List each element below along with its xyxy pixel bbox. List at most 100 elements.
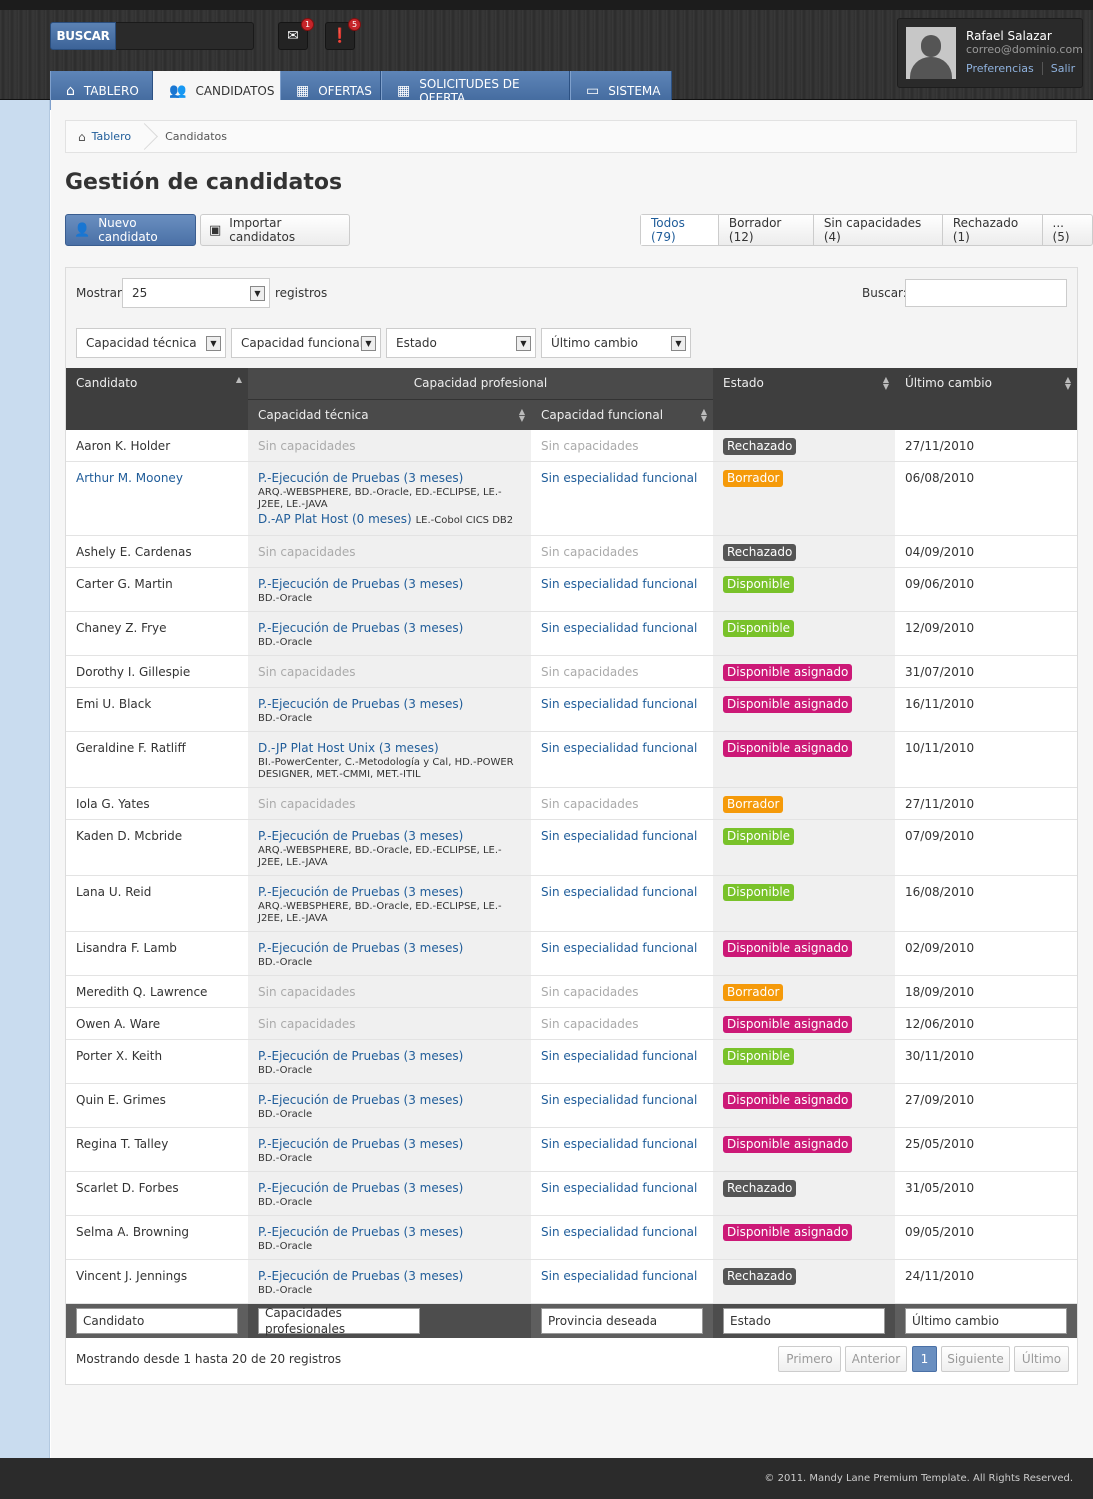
func-capability[interactable]: Sin especialidad funcional [541, 885, 698, 899]
tech-capability-link[interactable]: P.-Ejecución de Pruebas (3 meses) [258, 1225, 464, 1239]
tech-capability-link[interactable]: P.-Ejecución de Pruebas (3 meses) [258, 577, 464, 591]
filter-borrador[interactable]: Borrador (12) [717, 215, 813, 245]
col-header-last-change[interactable]: Último cambio ▲ ▼ [895, 368, 1077, 430]
table-row[interactable]: Dorothy I. Gillespie Sin capacidades Sin c… [66, 655, 1077, 688]
footer-filter-last-change[interactable]: Último cambio [905, 1308, 1067, 1334]
tech-capability-link[interactable]: D.-JP Plat Host Unix (3 meses) [258, 741, 439, 755]
pagination-info: Mostrando desde 1 hasta 20 de 20 registr… [76, 1352, 342, 1366]
filter-sin-capacidades[interactable]: Sin capacidades (4) [812, 215, 942, 245]
status-select[interactable]: Estado ▼ [386, 328, 536, 358]
table-row[interactable]: Vincent J. Jennings P.-Ejecución de Prueb… [66, 1259, 1077, 1304]
table-row[interactable]: Lisandra F. Lamb P.-Ejecución de Pruebas … [66, 931, 1077, 976]
tech-capability-link[interactable]: P.-Ejecución de Pruebas (3 meses) [258, 885, 464, 899]
pagination-last[interactable]: Último [1014, 1346, 1069, 1372]
tech-capability-link[interactable]: P.-Ejecución de Pruebas (3 meses) [258, 1137, 464, 1151]
preferences-link[interactable]: Preferencias [966, 62, 1034, 75]
func-capability[interactable]: Sin especialidad funcional [541, 741, 698, 755]
func-capability[interactable]: Sin especialidad funcional [541, 1049, 698, 1063]
table-row[interactable]: Kaden D. Mcbride P.-Ejecución de Pruebas … [66, 819, 1077, 876]
func-capability[interactable]: Sin especialidad funcional [541, 1181, 698, 1195]
last-change-date: 16/08/2010 [905, 885, 975, 899]
tech-capability-link[interactable]: P.-Ejecución de Pruebas (3 meses) [258, 1049, 464, 1063]
func-capability[interactable]: Sin especialidad funcional [541, 621, 698, 635]
sort-icon: ▲ ▼ [1064, 375, 1071, 391]
tech-capability-link[interactable]: P.-Ejecución de Pruebas (3 meses) [258, 1181, 464, 1195]
alerts-button[interactable]: ❗ 5 [325, 18, 361, 50]
col-header-status[interactable]: Estado ▲ ▼ [713, 368, 895, 430]
tech-skills: BD.-Oracle [258, 1153, 313, 1164]
cell-func: Sin capacidades [531, 535, 713, 568]
footer-filter-candidate[interactable]: Candidato [76, 1308, 238, 1334]
footer-filter-province[interactable]: Provincia deseada [541, 1308, 703, 1334]
func-capability[interactable]: Sin especialidad funcional [541, 1093, 698, 1107]
func-capability-select[interactable]: Capacidad funcional ▼ [231, 328, 381, 358]
func-capability[interactable]: Sin especialidad funcional [541, 577, 698, 591]
sort-icon: ▲ ▼ [882, 375, 889, 391]
tech-capability-link[interactable]: P.-Ejecución de Pruebas (3 meses) [258, 697, 464, 711]
func-capability[interactable]: Sin especialidad funcional [541, 697, 698, 711]
pagination-prev[interactable]: Anterior [845, 1346, 907, 1372]
tech-capability-link[interactable]: P.-Ejecución de Pruebas (3 meses) [258, 621, 464, 635]
col-header-prof-group: Capacidad profesional [248, 368, 713, 400]
func-capability[interactable]: Sin especialidad funcional [541, 471, 698, 485]
page-size-select[interactable]: 25 ▼ [122, 278, 270, 308]
func-capability: Sin capacidades [541, 545, 639, 559]
table-row[interactable]: Lana U. Reid P.-Ejecución de Pruebas (3 m… [66, 875, 1077, 932]
new-candidate-button[interactable]: 👤 Nuevo candidato [65, 214, 196, 246]
pagination-first[interactable]: Primero [778, 1346, 841, 1372]
cell-date: 16/11/2010 [895, 687, 1077, 732]
table-row[interactable]: Porter X. Keith P.-Ejecución de Pruebas (… [66, 1039, 1077, 1084]
table-row[interactable]: Quin E. Grimes P.-Ejecución de Pruebas (3… [66, 1083, 1077, 1128]
pagination-next[interactable]: Siguiente [941, 1346, 1010, 1372]
col-header-tech[interactable]: Capacidad técnica ▲ ▼ [248, 399, 531, 430]
func-capability[interactable]: Sin especialidad funcional [541, 829, 698, 843]
cell-tech: P.-Ejecución de Pruebas (3 meses) ARQ.-WE… [248, 461, 531, 536]
table-row[interactable]: Emi U. Black P.-Ejecución de Pruebas (3 m… [66, 687, 1077, 732]
tech-capability-link[interactable]: P.-Ejecución de Pruebas (3 meses) [258, 1269, 464, 1283]
tech-capability-link[interactable]: P.-Ejecución de Pruebas (3 meses) [258, 1093, 464, 1107]
func-capability[interactable]: Sin especialidad funcional [541, 1225, 698, 1239]
table-row[interactable]: Aaron K. Holder Sin capacidades Sin capaci… [66, 430, 1077, 462]
table-row[interactable]: Selma A. Browning P.-Ejecución de Pruebas… [66, 1215, 1077, 1260]
tech-capability-select[interactable]: Capacidad técnica ▼ [76, 328, 226, 358]
table-row[interactable]: Chaney Z. Frye P.-Ejecución de Pruebas (3… [66, 611, 1077, 656]
pagination-page-1[interactable]: 1 [912, 1346, 937, 1372]
func-capability: Sin capacidades [541, 985, 639, 999]
user-name: Rafael Salazar [966, 29, 1052, 43]
search-button[interactable]: BUSCAR [50, 22, 116, 50]
cell-candidate: Regina T. Talley [66, 1127, 248, 1172]
col-header-candidate[interactable]: Candidato ▲ [66, 368, 248, 430]
tech-capability-link[interactable]: P.-Ejecución de Pruebas (3 meses) [258, 829, 464, 843]
table-row[interactable]: Meredith Q. Lawrence Sin capacidades Sin c… [66, 975, 1077, 1008]
table-row[interactable]: Scarlet D. Forbes P.-Ejecución de Pruebas… [66, 1171, 1077, 1216]
footer-filter-status[interactable]: Estado [723, 1308, 885, 1334]
candidate-name: Quin E. Grimes [76, 1093, 166, 1107]
col-header-func[interactable]: Capacidad funcional ▲ ▼ [531, 399, 713, 430]
filter-more[interactable]: ... (5) [1041, 215, 1092, 245]
table-row[interactable]: Ashely E. Cardenas Sin capacidades Sin cap… [66, 535, 1077, 568]
filter-rechazado[interactable]: Rechazado (1) [941, 215, 1042, 245]
import-candidates-button[interactable]: ▣ Importar candidatos [200, 214, 350, 246]
footer-filter-capabilities[interactable]: Capacidades profesionales [258, 1306, 420, 1336]
tech-capability-link[interactable]: D.-AP Plat Host (0 meses) [258, 512, 412, 526]
last-change-select[interactable]: Último cambio ▼ [541, 328, 691, 358]
func-capability[interactable]: Sin especialidad funcional [541, 1137, 698, 1151]
filter-todos[interactable]: Todos (79) [641, 215, 718, 245]
table-search-input[interactable] [905, 279, 1067, 307]
tech-capability-link[interactable]: P.-Ejecución de Pruebas (3 meses) [258, 471, 464, 485]
table-row[interactable]: Iola G. Yates Sin capacidades Sin capacida… [66, 787, 1077, 820]
table-row[interactable]: Carter G. Martin P.-Ejecución de Pruebas … [66, 567, 1077, 612]
logout-link[interactable]: Salir [1050, 62, 1076, 75]
table-row[interactable]: Regina T. Talley P.-Ejecución de Pruebas … [66, 1127, 1077, 1172]
breadcrumb-home-link[interactable]: Tablero [91, 130, 132, 143]
tech-capability-link[interactable]: P.-Ejecución de Pruebas (3 meses) [258, 941, 464, 955]
header-search-input[interactable] [116, 22, 254, 50]
messages-button[interactable]: ✉ 1 [278, 18, 314, 50]
table-row[interactable]: Arthur M. Mooney P.-Ejecución de Pruebas … [66, 461, 1077, 536]
table-row[interactable]: Owen A. Ware Sin capacidades Sin capacidad… [66, 1007, 1077, 1040]
candidate-name[interactable]: Arthur M. Mooney [76, 471, 183, 485]
table-row[interactable]: Geraldine F. Ratliff D.-JP Plat Host Unix… [66, 731, 1077, 788]
cell-status: Rechazado [713, 430, 895, 462]
func-capability[interactable]: Sin especialidad funcional [541, 1269, 698, 1283]
func-capability[interactable]: Sin especialidad funcional [541, 941, 698, 955]
